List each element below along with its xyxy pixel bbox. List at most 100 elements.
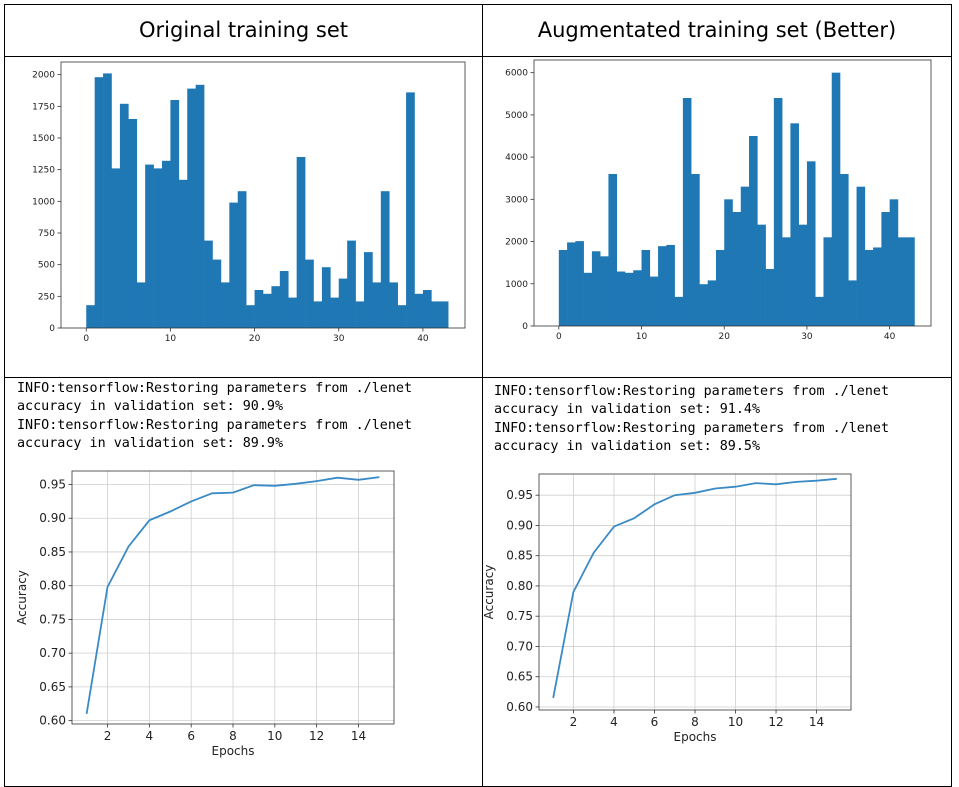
x-tick-label: 40	[417, 334, 429, 344]
histogram-bar	[119, 103, 129, 328]
x-tick-label: 2	[570, 715, 578, 729]
x-tick-label: 6	[187, 729, 195, 743]
log-line: accuracy in validation set: 89.9%	[17, 436, 284, 452]
y-tick-label: 0.80	[506, 579, 533, 593]
histogram-bar	[406, 92, 415, 329]
x-tick-label: 0	[556, 332, 562, 342]
y-tick-label: 250	[38, 292, 55, 302]
histogram-bar	[740, 186, 750, 326]
y-tick-label: 5000	[505, 111, 528, 121]
histogram-bar	[431, 301, 441, 328]
y-tick-label: 0.70	[39, 646, 66, 660]
histogram-bar	[212, 259, 222, 328]
histogram-bar	[889, 199, 899, 326]
y-tick-label: 2000	[32, 71, 55, 81]
histogram-bar	[439, 301, 449, 328]
y-tick-label: 0.80	[39, 578, 66, 592]
histogram-bar	[220, 282, 230, 328]
y-tick-label: 0.60	[506, 700, 533, 714]
histogram-bar	[765, 269, 775, 326]
y-tick-label: 6000	[505, 69, 528, 79]
histogram-bar	[372, 282, 382, 328]
y-tick-label: 0.75	[506, 609, 533, 623]
histogram-bar	[583, 272, 593, 326]
y-tick-label: 1500	[32, 134, 55, 144]
results-augmented-cell: INFO:tensorflow:Restoring parameters fro…	[482, 377, 952, 787]
x-tick-label: 10	[267, 729, 282, 743]
histogram-bar	[237, 191, 247, 328]
histogram-bar	[782, 237, 791, 326]
histogram-bar	[338, 278, 348, 328]
histogram-bar	[136, 282, 146, 328]
histogram-bar	[347, 240, 356, 328]
log-augmented: INFO:tensorflow:Restoring parameters fro…	[494, 383, 951, 457]
x-tick-label: 12	[768, 715, 783, 729]
histogram-bar	[364, 252, 373, 328]
histogram-bar	[699, 284, 708, 326]
y-tick-label: 0.70	[506, 639, 533, 653]
x-tick-label: 8	[229, 729, 237, 743]
y-tick-label: 0.75	[39, 612, 66, 626]
histogram-bar	[575, 241, 584, 326]
y-axis-label: Accuracy	[15, 570, 29, 625]
hist-augmented-chart: 0 10 20 30 40 0 1000 2000 3000 4000 5000 6000	[505, 59, 932, 342]
histogram-bar	[616, 271, 626, 326]
histogram-bar	[229, 202, 239, 328]
histogram-bar	[414, 293, 424, 328]
histogram-bar	[856, 186, 866, 326]
histogram-bar	[806, 161, 816, 326]
x-tick-label: 14	[351, 729, 366, 743]
log-line: INFO:tensorflow:Restoring parameters fro…	[17, 381, 413, 396]
accuracy-line	[552, 477, 837, 698]
y-tick-label: 1000	[32, 197, 55, 207]
histogram-bar	[641, 250, 651, 326]
y-tick-label: 500	[38, 261, 55, 271]
y-tick-label: 2000	[505, 238, 528, 248]
histogram-bar	[658, 246, 667, 326]
log-line: INFO:tensorflow:Restoring parameters fro…	[17, 417, 413, 433]
histogram-bar	[674, 296, 684, 326]
histogram-bar	[254, 290, 264, 328]
histogram-bar	[397, 305, 407, 328]
histogram-bar	[649, 276, 659, 326]
y-tick-label: 0.90	[39, 511, 66, 525]
histogram-bar	[790, 123, 799, 326]
plot-frame	[533, 59, 932, 327]
histogram-bar	[823, 237, 833, 326]
histogram-bar	[897, 237, 907, 326]
histogram-bar	[773, 98, 783, 326]
x-tick-label: 2	[104, 729, 112, 743]
y-tick-label: 1750	[32, 102, 55, 112]
histogram-bar	[305, 259, 314, 328]
x-tick-label: 10	[165, 334, 177, 344]
x-tick-label: 14	[809, 715, 824, 729]
histogram-bar	[682, 98, 692, 326]
header-augmented: Augmentated training set (Better)	[482, 4, 952, 57]
histogram-bar	[296, 157, 306, 328]
y-tick-label: 3000	[505, 195, 528, 205]
histogram-bar	[881, 212, 890, 326]
x-tick-label: 4	[610, 715, 618, 729]
y-tick-label: 0	[522, 322, 528, 332]
histogram-bar	[873, 247, 882, 326]
log-line: INFO:tensorflow:Restoring parameters fro…	[494, 420, 890, 436]
histogram-bar	[707, 280, 717, 326]
hist-original-chart: 0 10 20 30 40 0 250 500 750 1000 1250 1500 1750 2000	[32, 61, 466, 344]
accuracy-original-chart: 2 4 6 8 10 12 14 0.60 0.65 0.70 0.75 0.80 0.85 0.90 0.…	[15, 470, 395, 758]
histogram-bar	[815, 296, 824, 326]
histogram-bar	[633, 270, 642, 326]
log-original: INFO:tensorflow:Restoring parameters fro…	[17, 380, 482, 454]
y-tick-label: 750	[38, 229, 55, 239]
histogram-bar	[380, 191, 390, 328]
histogram-bar	[279, 271, 289, 328]
histogram-bar	[263, 293, 272, 328]
histogram-bar	[288, 297, 297, 328]
x-axis-label: Epochs	[674, 730, 717, 744]
histogram-bar	[831, 72, 841, 327]
x-tick-label: 20	[249, 334, 261, 344]
hist-original-cell: 0 10 20 30 40 0 250 500 750 1000 1250 1500 1750 2000	[4, 56, 483, 378]
x-tick-label: 12	[309, 729, 324, 743]
x-tick-label: 4	[146, 729, 154, 743]
header-original-label: Original training set	[139, 18, 348, 42]
histogram-bar	[840, 174, 849, 326]
